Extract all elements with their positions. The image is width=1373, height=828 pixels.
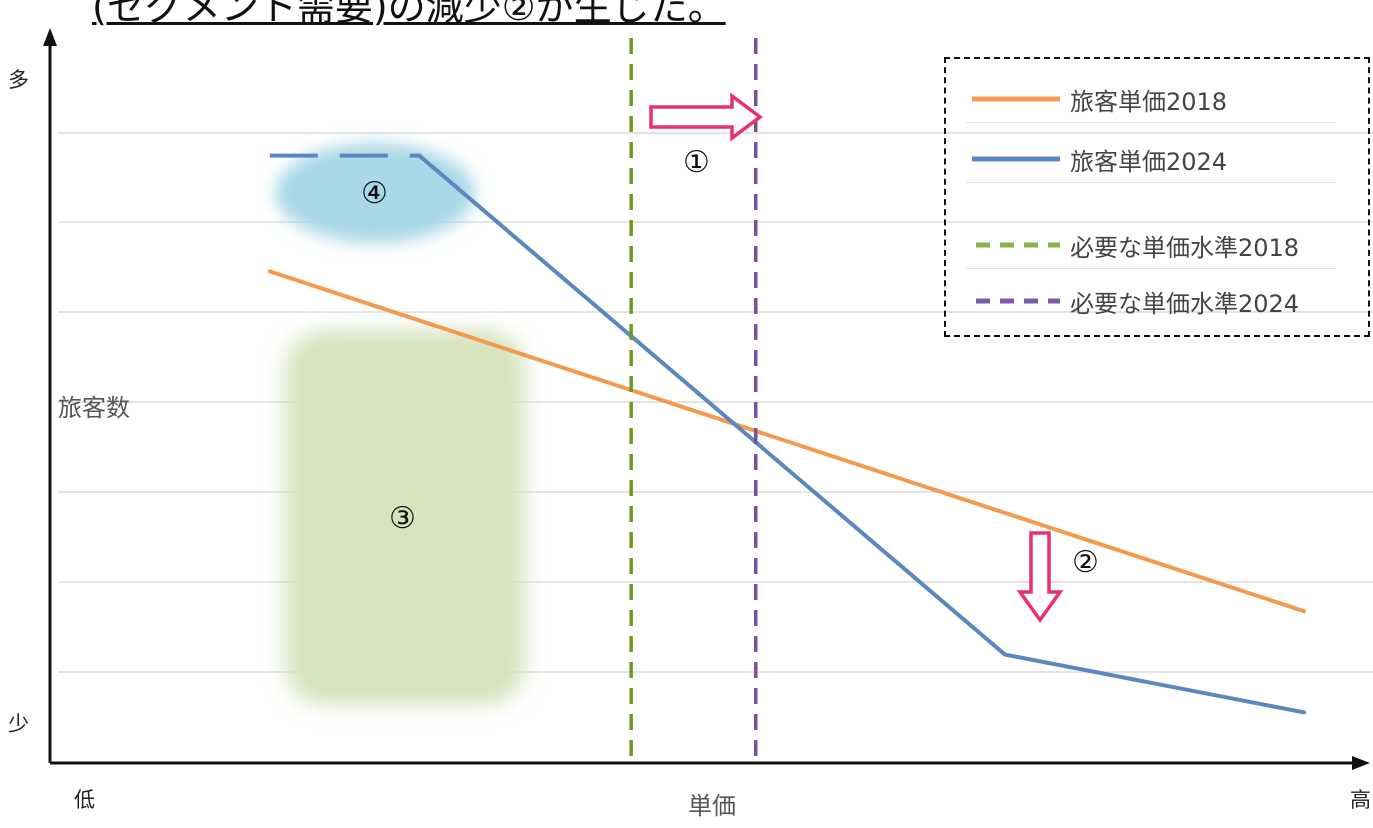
arrow-right-icon xyxy=(649,92,763,142)
legend-swatch xyxy=(976,242,1060,248)
annotation-1: ① xyxy=(683,145,710,180)
annotation-2: ② xyxy=(1072,545,1099,580)
annotation-3: ③ xyxy=(389,501,416,536)
legend-item: 旅客単価2018 xyxy=(972,79,1227,119)
top-caption: (セグメント需要)の減少②が生じた。 xyxy=(92,0,726,29)
series-line-1 xyxy=(267,269,1306,614)
legend-swatch xyxy=(972,96,1060,102)
legend-item: 必要な単価水準2018 xyxy=(972,225,1299,265)
x-axis-label: 単価 xyxy=(688,792,736,820)
x-axis-arrow xyxy=(1352,756,1370,770)
legend-divider xyxy=(966,182,1336,183)
legend-label: 必要な単価水準2018 xyxy=(1070,233,1300,262)
x-axis-low-label: 低 xyxy=(74,788,95,812)
annotation-4: ④ xyxy=(361,176,388,211)
y-axis-label: 旅客数 xyxy=(58,394,130,422)
legend-item: 必要な単価水準2024 xyxy=(972,281,1299,321)
legend-divider xyxy=(966,122,1336,123)
arrow-down-icon xyxy=(1016,531,1064,624)
legend-label: 旅客単価2018 xyxy=(1070,87,1228,116)
legend-swatch xyxy=(976,298,1060,304)
legend-item: 旅客単価2024 xyxy=(972,139,1227,179)
region-3 xyxy=(285,330,525,705)
legend-divider xyxy=(966,268,1336,269)
y-axis-arrow xyxy=(43,28,57,46)
y-axis-low-label: 少 xyxy=(8,712,29,736)
legend: 旅客単価2018 旅客単価2024 必要な単価水準2018 必要な単価水準202… xyxy=(944,57,1370,337)
legend-swatch xyxy=(972,156,1060,162)
x-axis-high-label: 高 xyxy=(1350,788,1371,812)
legend-label: 必要な単価水準2024 xyxy=(1070,289,1300,318)
series-line-2 xyxy=(417,153,1306,715)
y-axis-high-label: 多 xyxy=(8,68,29,92)
legend-label: 旅客単価2024 xyxy=(1070,147,1228,176)
region-4 xyxy=(275,143,475,243)
